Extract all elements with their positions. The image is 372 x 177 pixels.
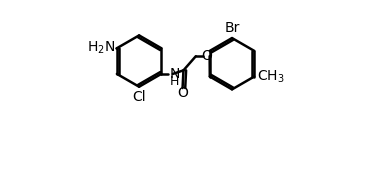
Text: CH$_3$: CH$_3$	[257, 68, 285, 85]
Text: O: O	[201, 49, 212, 63]
Text: O: O	[177, 86, 188, 100]
Text: H: H	[169, 75, 179, 88]
Text: Br: Br	[224, 21, 240, 35]
Text: N: N	[169, 67, 180, 81]
Text: H$_2$N: H$_2$N	[87, 40, 115, 56]
Text: Cl: Cl	[132, 90, 146, 104]
